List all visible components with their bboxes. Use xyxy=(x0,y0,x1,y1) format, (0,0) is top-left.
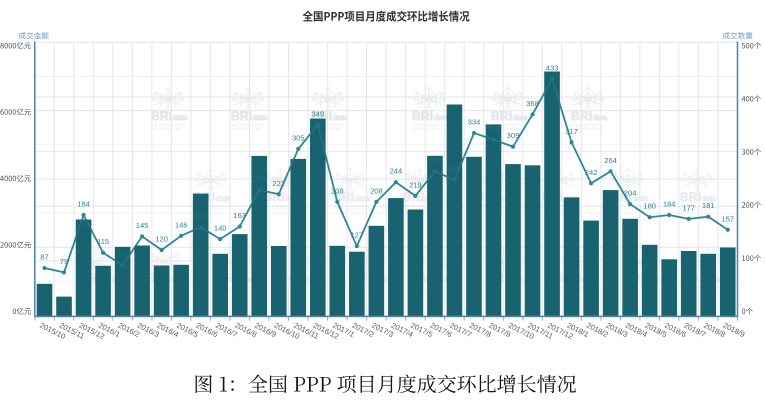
svg-text:180: 180 xyxy=(643,202,656,211)
svg-text:2017/7: 2017/7 xyxy=(448,321,473,340)
svg-text:2016/9: 2016/9 xyxy=(253,321,278,340)
svg-text:2016/4: 2016/4 xyxy=(155,321,180,340)
svg-text:181: 181 xyxy=(702,201,715,210)
svg-text:322: 322 xyxy=(487,124,500,133)
svg-text:264: 264 xyxy=(604,156,617,165)
svg-text:244: 244 xyxy=(390,167,403,176)
svg-text:92: 92 xyxy=(118,250,126,259)
svg-text:184: 184 xyxy=(663,200,676,209)
svg-text:305: 305 xyxy=(292,133,305,142)
svg-text:219: 219 xyxy=(409,180,422,189)
svg-text:87: 87 xyxy=(40,253,48,262)
svg-text:146: 146 xyxy=(175,220,188,229)
svg-text:163: 163 xyxy=(233,211,246,220)
svg-text:230: 230 xyxy=(253,174,266,183)
svg-text:120: 120 xyxy=(155,235,168,244)
svg-text:2017/2: 2017/2 xyxy=(351,321,376,340)
svg-text:309: 309 xyxy=(507,131,520,140)
svg-text:433: 433 xyxy=(546,63,559,72)
svg-text:177: 177 xyxy=(682,203,695,212)
svg-text:248: 248 xyxy=(448,165,461,174)
svg-text:317: 317 xyxy=(565,127,578,136)
svg-text:157: 157 xyxy=(721,214,734,223)
svg-text:184: 184 xyxy=(77,200,90,209)
svg-text:140: 140 xyxy=(214,224,227,233)
svg-text:2018/4: 2018/4 xyxy=(624,321,649,340)
svg-text:349: 349 xyxy=(311,109,324,118)
svg-text:145: 145 xyxy=(136,221,149,230)
svg-text:368: 368 xyxy=(526,99,539,108)
svg-text:127: 127 xyxy=(350,231,363,240)
svg-text:162: 162 xyxy=(194,212,207,221)
svg-text:433: 433 xyxy=(546,63,559,72)
svg-text:79: 79 xyxy=(60,257,68,266)
svg-text:204: 204 xyxy=(624,189,637,198)
svg-text:208: 208 xyxy=(370,186,383,195)
svg-text:222: 222 xyxy=(272,179,285,188)
svg-text:208: 208 xyxy=(331,186,344,195)
svg-text:264: 264 xyxy=(429,156,442,165)
svg-text:2018/9: 2018/9 xyxy=(722,321,747,340)
svg-text:115: 115 xyxy=(97,237,109,246)
svg-text:334: 334 xyxy=(468,118,481,127)
svg-text:242: 242 xyxy=(585,168,598,177)
